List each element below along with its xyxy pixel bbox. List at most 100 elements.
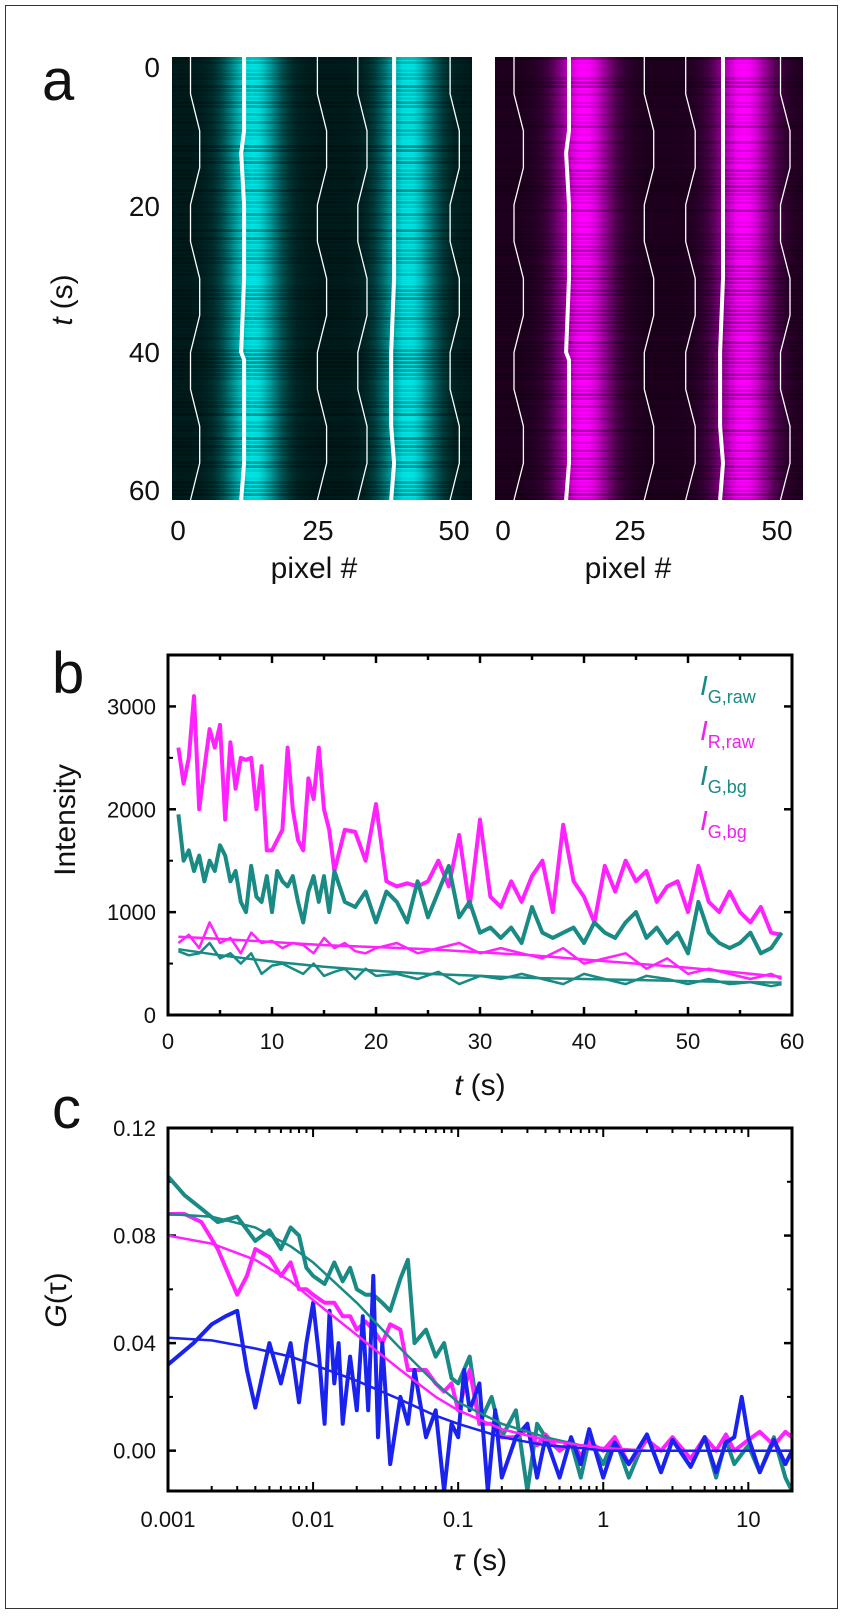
kymograph-stripe <box>495 461 803 464</box>
kymograph-stripe <box>495 285 803 288</box>
kymograph-stripe <box>172 497 472 500</box>
kymograph-stripe <box>172 77 472 80</box>
kymograph-stripe <box>172 121 472 124</box>
kymograph-stripe <box>172 381 472 384</box>
b-xtick-label: 50 <box>676 1029 700 1054</box>
kymograph-stripe <box>172 117 472 120</box>
kymograph-stripe <box>172 365 472 368</box>
c-series-line <box>168 1336 792 1452</box>
kymograph-stripe <box>172 93 472 96</box>
kymograph-stripe <box>172 253 472 256</box>
kymograph-texture <box>172 57 803 500</box>
kymograph-stripe <box>495 465 803 468</box>
a-y-title-var: t <box>46 316 79 326</box>
a-ytick-0: 0 <box>144 52 160 83</box>
kymograph-stripe <box>495 341 803 344</box>
c-ytick-label: 0.08 <box>113 1224 156 1249</box>
kymograph-stripe <box>172 357 472 360</box>
kymograph-stripe <box>172 85 472 88</box>
b-legend-entry: IG,bg <box>700 760 747 797</box>
kymograph-stripe <box>495 201 803 204</box>
kymograph-stripe <box>172 389 472 392</box>
kymograph-stripe <box>172 137 472 140</box>
kymograph-stripe <box>495 397 803 400</box>
a-right-xtick-25: 25 <box>614 515 645 546</box>
kymograph-stripe <box>495 425 803 428</box>
kymograph-stripe <box>495 445 803 448</box>
panel-letter-c: c <box>52 1076 81 1141</box>
kymograph-stripe <box>172 229 472 232</box>
kymograph-stripe <box>495 241 803 244</box>
kymograph-stripe <box>495 289 803 292</box>
kymograph-stripe <box>495 77 803 80</box>
kymograph-stripe <box>172 301 472 304</box>
kymograph-stripe <box>172 217 472 220</box>
kymograph-stripe <box>495 277 803 280</box>
c-ytick-label: 0.04 <box>113 1331 156 1356</box>
kymograph-stripe <box>172 393 472 396</box>
a-y-title: t (s) <box>46 274 79 325</box>
kymograph-stripe <box>172 181 472 184</box>
kymograph-stripe <box>495 149 803 152</box>
kymograph-stripe <box>495 421 803 424</box>
b-legend-main: I <box>700 805 708 836</box>
kymograph-stripe <box>495 69 803 72</box>
kymograph-stripe <box>495 253 803 256</box>
c-xtick-label: 10 <box>736 1507 760 1532</box>
kymograph-stripe <box>172 469 472 472</box>
kymograph-stripe <box>495 65 803 68</box>
kymograph-stripe <box>172 105 472 108</box>
kymograph-stripe <box>172 221 472 224</box>
b-legend-entry: IR,raw <box>700 715 756 752</box>
c-xtick-label: 0.001 <box>140 1507 195 1532</box>
kymograph-stripe <box>495 385 803 388</box>
kymograph-stripe <box>495 189 803 192</box>
kymograph-stripe <box>172 89 472 92</box>
kymograph-stripe <box>172 101 472 104</box>
kymograph-stripe <box>495 417 803 420</box>
b-series-line <box>177 941 782 988</box>
kymograph-stripe <box>172 129 472 132</box>
kymograph-stripe <box>495 301 803 304</box>
kymograph-stripe <box>172 341 472 344</box>
kymograph-stripe <box>172 485 472 488</box>
kymograph-stripe <box>172 201 472 204</box>
kymograph-stripe <box>495 437 803 440</box>
kymograph-stripe <box>495 181 803 184</box>
kymograph-stripe <box>495 485 803 488</box>
c-ytick-label: 0.12 <box>113 1116 156 1141</box>
b-series-line <box>177 921 783 981</box>
kymograph-stripe <box>172 249 472 252</box>
a-left-xtick-0: 0 <box>170 515 186 546</box>
kymograph-stripe <box>172 245 472 248</box>
kymograph-stripe <box>172 437 472 440</box>
kymograph-stripe <box>172 385 472 388</box>
kymograph-stripe <box>495 61 803 64</box>
panel-a-kymographs: 0 20 40 60 t(s) 0 25 50 pixel # 0 25 50 … <box>46 52 803 585</box>
kymograph-stripe <box>495 429 803 432</box>
c-series-group <box>168 1175 792 1491</box>
kymograph-stripe <box>495 433 803 436</box>
kymograph-stripe <box>495 57 803 60</box>
kymograph-stripe <box>172 157 472 160</box>
c-series-line <box>168 1212 792 1467</box>
svg-text:t(s): t (s) <box>46 274 79 325</box>
b-plot-frame <box>166 653 794 1017</box>
c-plot-frame <box>166 1126 794 1493</box>
kymograph-stripe <box>495 193 803 196</box>
kymograph-stripe <box>172 269 472 272</box>
kymograph-stripe <box>172 373 472 376</box>
kymograph-stripe <box>172 397 472 400</box>
kymograph-stripe <box>495 73 803 76</box>
b-ytick-label: 1000 <box>107 900 156 925</box>
b-y-tick-labels: 0 1000 2000 3000 <box>107 694 156 1028</box>
c-x-title-unit: (s) <box>472 1544 507 1577</box>
c-y-title-var: G <box>40 1304 73 1327</box>
kymograph-stripe <box>495 477 803 480</box>
kymograph-stripe <box>172 377 472 380</box>
b-legend-sub: G,raw <box>708 687 757 707</box>
kymograph-stripe <box>495 245 803 248</box>
kymograph-stripe <box>495 157 803 160</box>
